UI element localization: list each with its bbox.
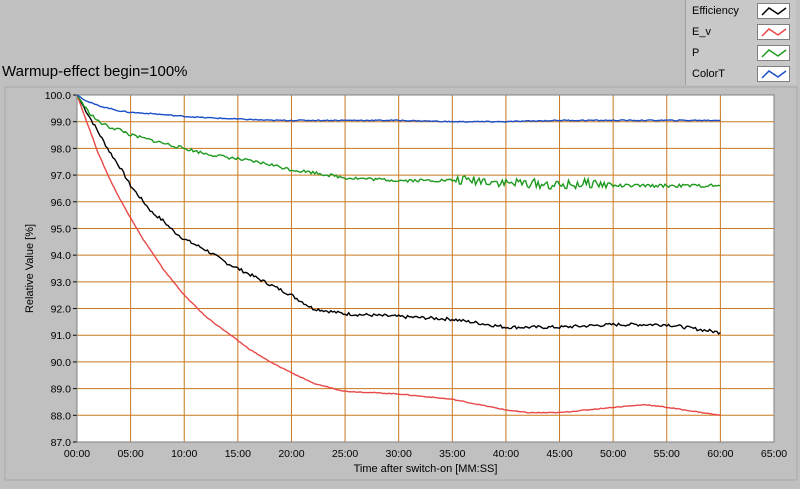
series-line-colort — [76, 94, 721, 123]
y-tick-label: 95.0 — [51, 223, 72, 235]
y-tick-label: 88.0 — [51, 410, 72, 422]
x-tick-label: 00:00 — [64, 448, 90, 460]
x-tick-label: 25:00 — [332, 448, 358, 460]
line-swatch-icon — [757, 45, 790, 61]
chart-frame: 00:00 05:00 10:00 15:00 20:00 25:00 30:00 35:00… — [0, 85, 800, 484]
x-tick-label: 30:00 — [386, 448, 412, 460]
line-swatch-icon — [757, 66, 790, 82]
x-tick-label: 20:00 — [278, 448, 304, 460]
series-line-efficiency — [76, 94, 721, 335]
y-tick-label: 87.0 — [51, 437, 72, 449]
y-tick-label: 89.0 — [51, 384, 72, 396]
y-tick-label: 96.0 — [51, 197, 72, 209]
legend-item-efficiency[interactable]: Efficiency — [686, 1, 796, 21]
line-swatch-icon — [757, 24, 790, 40]
y-tick-label: 91.0 — [51, 330, 72, 342]
x-tick-label: 60:00 — [707, 448, 733, 460]
legend-label: E_v — [692, 26, 711, 38]
legend-item-colort[interactable]: ColorT — [686, 64, 796, 84]
line-swatch-icon — [757, 3, 790, 19]
y-tick-label: 92.0 — [51, 304, 72, 316]
x-tick-label: 45:00 — [546, 448, 572, 460]
x-tick-label: 35:00 — [439, 448, 465, 460]
y-tick-label: 93.0 — [51, 277, 72, 289]
legend-item-e-v[interactable]: E_v — [686, 22, 796, 42]
legend-label: P — [692, 47, 700, 59]
legend-label: ColorT — [692, 68, 726, 80]
x-tick-label: 50:00 — [600, 448, 626, 460]
y-tick-label: 90.0 — [51, 357, 72, 369]
line-chart: 00:00 05:00 10:00 15:00 20:00 25:00 30:00 35:00… — [0, 85, 800, 484]
plot-border — [76, 94, 775, 443]
legend: Efficiency E_v P ColorT — [685, 0, 796, 86]
legend-item-p[interactable]: P — [686, 43, 796, 63]
x-tick-label: 15:00 — [225, 448, 251, 460]
legend-label: Efficiency — [692, 5, 739, 17]
y-tick-label: 94.0 — [51, 250, 72, 262]
y-tick-label: 98.0 — [51, 143, 72, 155]
plot-area — [77, 95, 774, 442]
x-tick-label: 10:00 — [171, 448, 197, 460]
x-tick-label: 65:00 — [761, 448, 787, 460]
y-tick-label: 99.0 — [51, 117, 72, 129]
x-axis-label: Time after switch-on [MM:SS] — [354, 463, 498, 475]
x-tick-label: 40:00 — [493, 448, 519, 460]
y-tick-label: 100.0 — [45, 90, 71, 102]
y-axis-label: Relative Value [%] — [24, 224, 36, 313]
chart-title: Warmup-effect begin=100% — [2, 63, 188, 80]
x-tick-label: 05:00 — [117, 448, 143, 460]
x-tick-label: 55:00 — [654, 448, 680, 460]
series-line-p — [76, 94, 721, 191]
y-tick-label: 97.0 — [51, 170, 72, 182]
series-line-e-v — [76, 94, 721, 416]
